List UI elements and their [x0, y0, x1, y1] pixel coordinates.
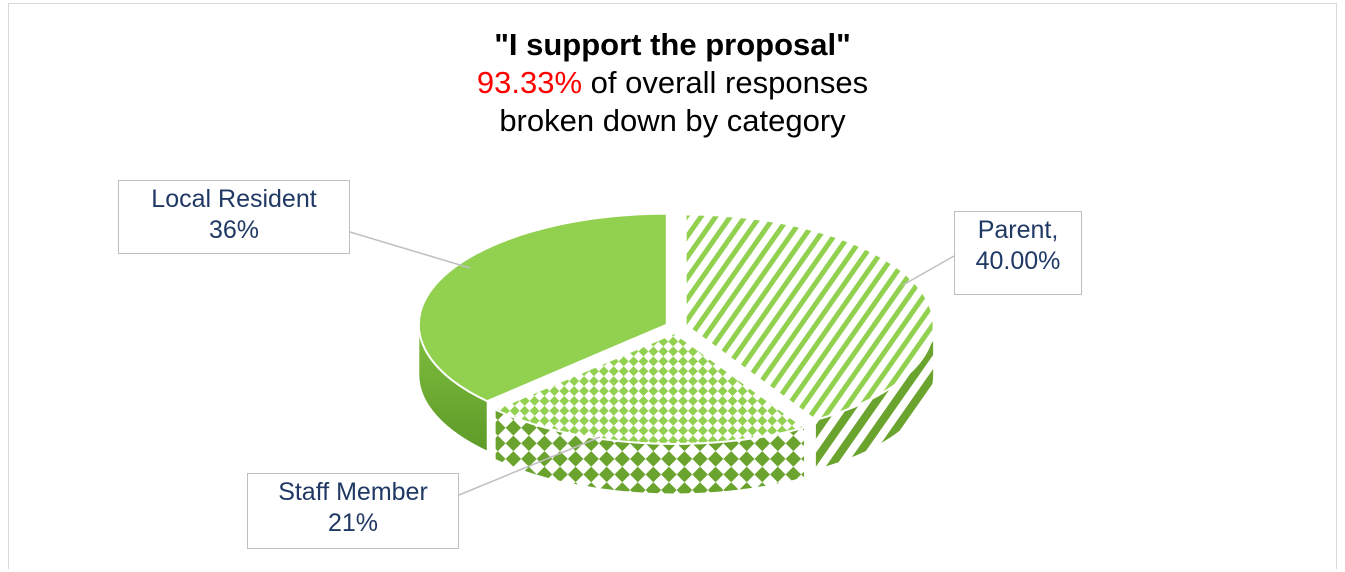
leader-line-staff-member — [458, 436, 601, 496]
data-label-parent-name: Parent, — [977, 216, 1059, 244]
leader-line-parent — [902, 255, 955, 286]
data-label-parent: Parent, 40.00% — [954, 211, 1082, 295]
chart-title: "I support the proposal" 93.33% of overa… — [0, 26, 1345, 140]
data-label-staff-member: Staff Member 21% — [247, 473, 459, 549]
title-line-2: 93.33% of overall responses — [0, 64, 1345, 102]
pie-slice-staff-member — [492, 331, 807, 445]
pie-slice-local-resident — [417, 212, 668, 403]
data-label-local-resident: Local Resident 36% — [118, 180, 350, 254]
leader-lines-group — [349, 231, 955, 496]
pie-slices-group — [417, 212, 935, 495]
data-label-local-resident-value: 36% — [208, 216, 260, 244]
data-label-parent-value: 40.00% — [975, 247, 1061, 275]
title-line-1: "I support the proposal" — [494, 27, 851, 62]
data-label-staff-member-name: Staff Member — [278, 478, 428, 506]
title-line-3: broken down by category — [499, 103, 846, 138]
leader-line-local-resident — [349, 231, 471, 269]
pie-slice-parent — [684, 213, 935, 422]
data-label-staff-member-value: 21% — [327, 509, 379, 537]
data-label-local-resident-name: Local Resident — [151, 185, 317, 213]
title-percentage: 93.33% — [476, 65, 583, 100]
title-line-2-text: of overall responses — [582, 65, 869, 100]
